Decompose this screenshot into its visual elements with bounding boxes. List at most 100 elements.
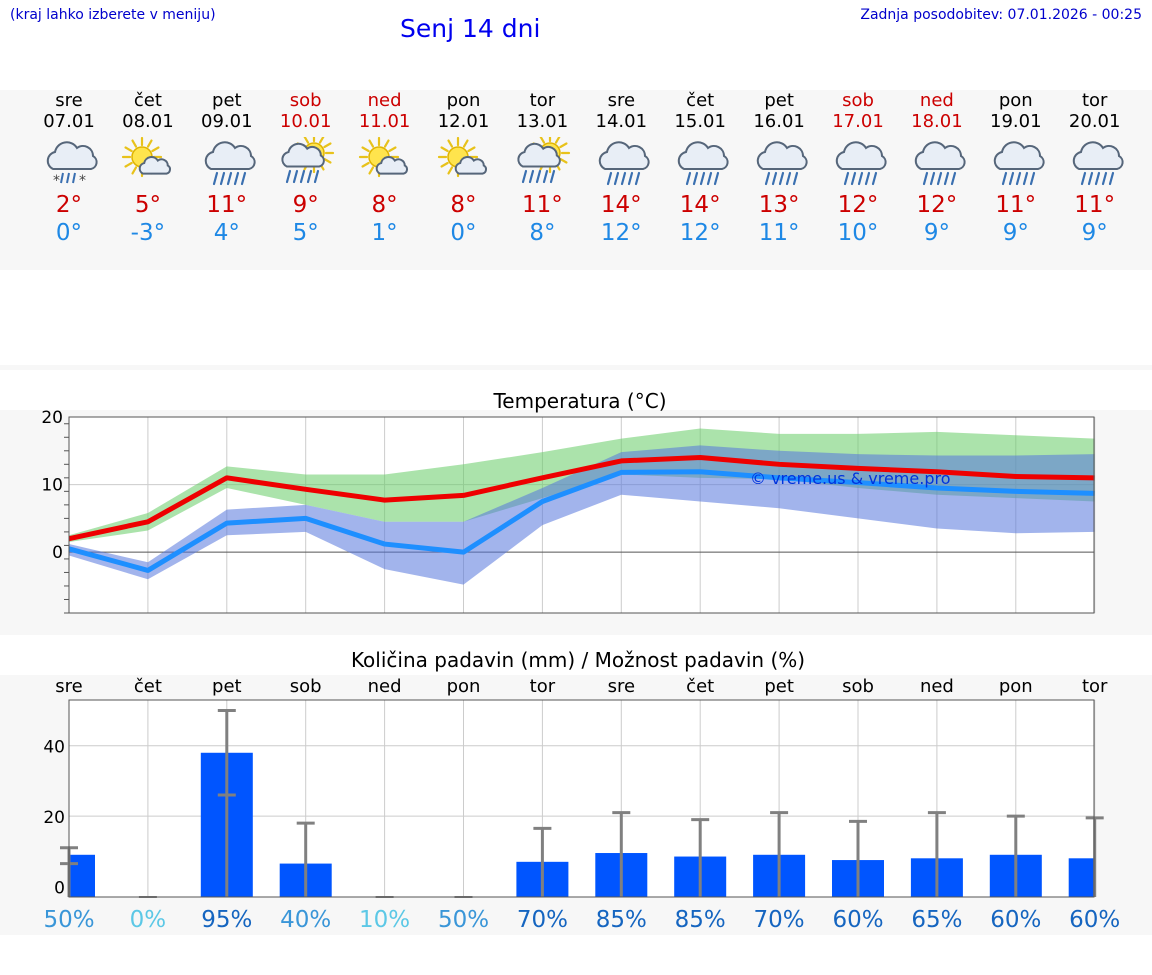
category-label: čet [134, 676, 162, 697]
day-forecast: pet 16.01 13° 11° [739, 90, 819, 247]
min-temperature: 0° [55, 220, 83, 246]
day-forecast: tor 13.01 11° 8° [502, 90, 582, 247]
day-date: 17.01 [832, 111, 884, 132]
day-forecast: čet 15.01 14° 12° [660, 90, 740, 247]
min-temperature: 5° [292, 220, 319, 246]
max-temperature: 2° [55, 192, 83, 218]
precipitation-probability: 70% [517, 907, 568, 933]
cloud-rain-icon [993, 141, 1045, 186]
precipitation-bar [69, 854, 95, 897]
plot-border [68, 416, 1095, 614]
min-temperature: 9° [1081, 220, 1108, 246]
sun-cloud-icon [437, 137, 487, 178]
y-tick-label: 0 [54, 878, 65, 898]
day-forecast: pon 19.01 11° 9° [976, 90, 1056, 247]
max-temperature: 11° [522, 192, 563, 218]
precipitation-probability: 40% [280, 907, 331, 933]
category-label: pon [999, 676, 1033, 697]
day-forecast: pet 09.01 11° 4° [187, 90, 267, 247]
min-temperature: 10° [837, 220, 879, 246]
max-temperature: 11° [206, 192, 248, 218]
day-forecast: ned 18.01 12° 9° [897, 90, 977, 247]
y-tick-label: 0 [52, 543, 63, 563]
cloud-rain-icon [914, 141, 966, 186]
precipitation-chart-title: Količina padavin (mm) / Možnost padavin … [351, 648, 805, 672]
forecast-strip [0, 90, 1152, 270]
y-tick-label: 10 [41, 476, 63, 496]
last-updated: Zadnja posodobitev: 07.01.2026 - 00:25 [860, 7, 1142, 23]
max-temperature: 14° [600, 192, 642, 218]
day-name: sob [842, 90, 874, 111]
day-forecast: pon 12.01 8° 0° [424, 90, 504, 247]
day-forecast: tor 20.01 11° 9° [1055, 90, 1135, 247]
day-forecast: ned 11.01 8° 1° [345, 90, 425, 247]
day-date: 19.01 [990, 111, 1042, 132]
max-temperature: 5° [134, 192, 161, 218]
day-name: sre [55, 90, 83, 111]
max-temperature: 11° [995, 192, 1037, 218]
svg-text:*: * [79, 173, 86, 189]
category-label: ned [368, 676, 402, 697]
sun-cloud-rain-icon [281, 137, 334, 184]
max-temperature: 11° [1074, 192, 1116, 218]
min-temperature: 12° [600, 220, 642, 246]
precipitation-probability: 50% [43, 907, 94, 933]
day-date: 16.01 [753, 111, 805, 132]
day-date: 08.01 [122, 111, 174, 132]
min-temperature: 9° [1002, 220, 1029, 246]
separator [0, 365, 1152, 370]
precipitation-probability: 65% [911, 907, 962, 933]
precipitation-probability: 60% [1069, 907, 1120, 933]
day-date: 18.01 [911, 111, 963, 132]
day-date: 12.01 [437, 111, 490, 132]
min-temperature-line [68, 469, 1095, 573]
category-label: sre [608, 676, 635, 697]
day-name: ned [367, 90, 402, 111]
min-temperature: 9° [923, 220, 950, 246]
day-name: pon [998, 90, 1033, 111]
max-temperature: 9° [292, 192, 319, 218]
min-temperature: 4° [213, 220, 240, 246]
plot-border [68, 699, 1095, 898]
watermark: © vreme.us & vreme.pro [750, 469, 951, 488]
day-date: 10.01 [279, 111, 332, 132]
precipitation-probability: 60% [832, 907, 883, 933]
max-temperature: 12° [837, 192, 879, 218]
day-forecast: čet 08.01 5° -3° [108, 90, 188, 247]
precipitation-probability: 10% [359, 907, 410, 933]
day-date: 14.01 [595, 111, 648, 132]
category-label: ned [920, 676, 954, 697]
day-forecast: sre 07.01 * * 2° 0° [29, 90, 109, 247]
y-tick-label: 20 [41, 408, 63, 428]
cloud-rain-icon [599, 141, 650, 186]
category-label: sob [842, 676, 874, 697]
page-title: Senj 14 dni [400, 14, 541, 43]
day-forecast: sob 17.01 12° 10° [818, 90, 898, 247]
day-date: 07.01 [43, 111, 95, 132]
category-label: čet [686, 676, 714, 697]
precipitation-probability: 50% [438, 907, 489, 933]
cloud-rain-icon [204, 141, 256, 186]
category-label: pon [447, 676, 481, 697]
category-label: pet [764, 676, 794, 697]
temperature-chart-title: Temperatura (°C) [492, 389, 666, 413]
day-date: 09.01 [201, 111, 253, 132]
cloud-rain-icon [678, 141, 729, 186]
day-name: čet [133, 90, 162, 111]
min-temperature: 1° [371, 220, 398, 246]
category-label: tor [1082, 676, 1108, 697]
min-temperature: 0° [450, 220, 477, 246]
location-hint: (kraj lahko izberete v meniju) [10, 7, 216, 23]
day-name: čet [686, 90, 715, 111]
precipitation-probability: 0% [130, 907, 167, 933]
min-temperature: 12° [679, 220, 721, 246]
day-date: 20.01 [1068, 111, 1121, 132]
sun-cloud-icon [121, 137, 171, 178]
cloud-rain-icon [1072, 141, 1124, 186]
category-label: tor [530, 676, 556, 697]
day-date: 11.01 [358, 111, 411, 132]
y-tick-label: 40 [43, 738, 65, 758]
category-label: sre [55, 676, 82, 697]
precipitation-probability: 60% [990, 907, 1041, 933]
max-temperature: 8° [450, 192, 477, 218]
